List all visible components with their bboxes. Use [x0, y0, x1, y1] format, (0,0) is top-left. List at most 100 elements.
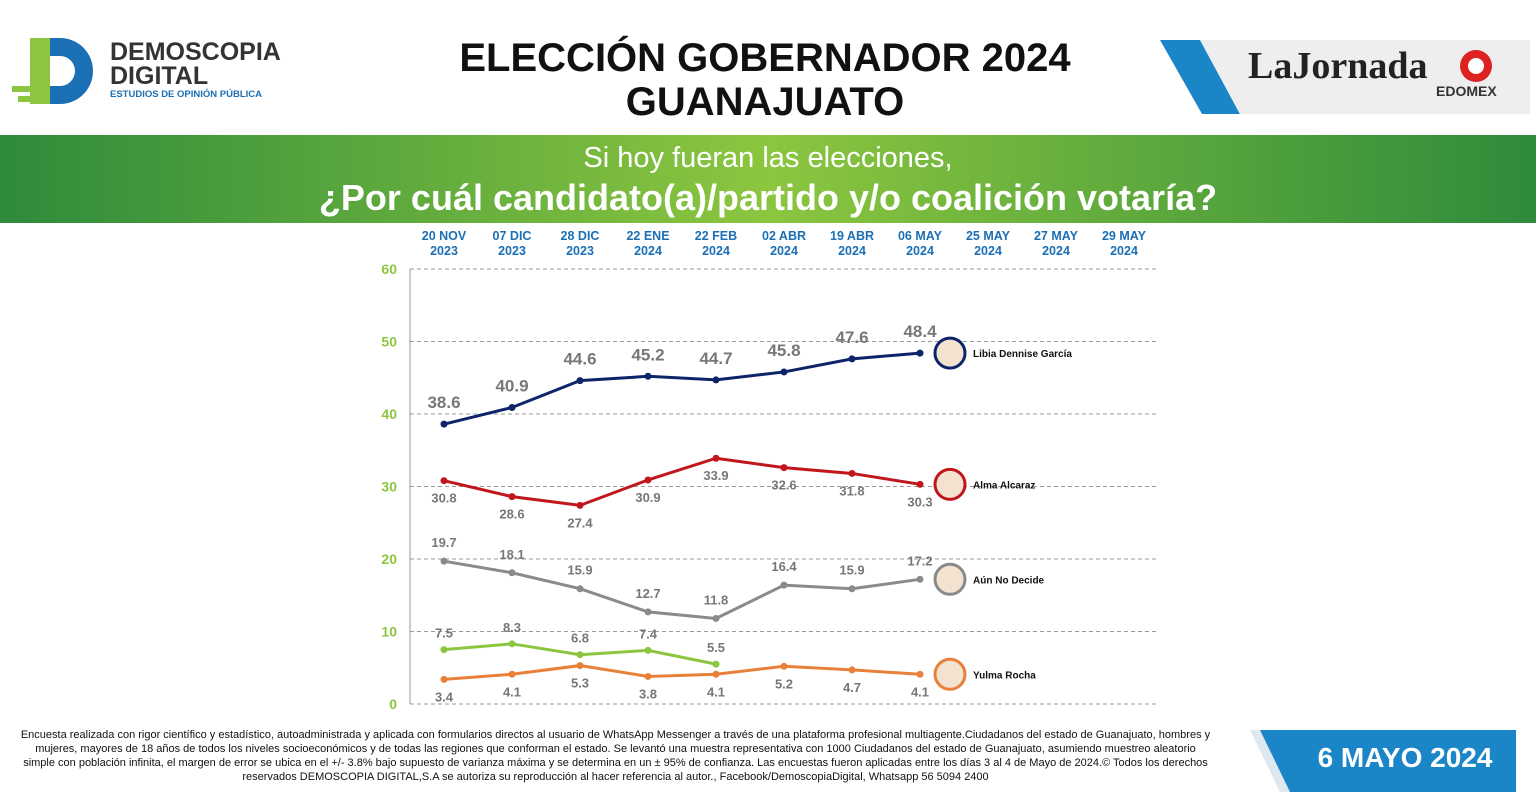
- data-label: 4.1: [911, 684, 929, 699]
- data-point: [712, 614, 720, 622]
- data-label: 31.8: [839, 483, 864, 498]
- y-tick-label: 60: [381, 261, 397, 277]
- data-point: [508, 670, 516, 678]
- data-point: [644, 372, 652, 380]
- data-point: [916, 670, 924, 678]
- data-label: 30.9: [635, 490, 660, 505]
- data-label: 33.9: [703, 468, 728, 483]
- data-point: [576, 651, 584, 659]
- data-point: [508, 493, 516, 501]
- series-line: [443, 559, 921, 620]
- x-tick-label: 07 DIC 2023: [492, 229, 532, 258]
- data-label: 17.2: [907, 553, 932, 568]
- data-label: 15.9: [567, 563, 592, 578]
- data-label: 32.6: [771, 478, 796, 493]
- data-label: 19.7: [431, 535, 456, 550]
- data-point: [780, 662, 788, 670]
- x-tick-label: 20 NOV 2023: [421, 229, 467, 258]
- data-point: [848, 355, 856, 363]
- title-line2: GUANAJUATO: [625, 80, 905, 124]
- series-line: [443, 351, 921, 426]
- data-label: 30.3: [907, 494, 932, 509]
- data-label: 3.8: [639, 686, 657, 701]
- data-label: 27.4: [567, 515, 593, 530]
- data-point: [440, 646, 448, 654]
- banner-line1: Si hoy fueran las elecciones,: [583, 142, 953, 174]
- banner-line2: ¿Por cuál candidato(a)/partido y/o coali…: [318, 177, 1218, 218]
- data-label: 4.1: [503, 684, 521, 699]
- data-label: 45.2: [631, 345, 664, 364]
- data-label: 6.8: [571, 631, 589, 646]
- series-line: [443, 664, 921, 681]
- data-point: [508, 640, 516, 648]
- data-point: [508, 569, 516, 577]
- data-point: [712, 376, 720, 384]
- data-point: [576, 501, 584, 509]
- data-label: 15.9: [839, 563, 864, 578]
- data-label: 28.6: [499, 507, 524, 522]
- data-label: 11.8: [704, 592, 729, 607]
- x-tick-label: 25 MAY 2024: [965, 229, 1010, 258]
- data-point: [576, 377, 584, 385]
- data-point: [440, 420, 448, 428]
- data-point: [576, 585, 584, 593]
- data-point: [576, 662, 584, 670]
- data-label: 5.2: [775, 676, 793, 691]
- footnote: Encuesta realizada con rigor científico …: [20, 729, 1211, 783]
- data-label: 5.5: [707, 640, 725, 655]
- data-label: 18.1: [499, 547, 524, 562]
- data-label: 7.4: [639, 626, 658, 641]
- data-point: [644, 608, 652, 616]
- data-label: 44.6: [563, 350, 596, 369]
- data-point: [848, 585, 856, 593]
- data-label: 4.7: [843, 680, 861, 695]
- data-point: [780, 464, 788, 472]
- y-tick-label: 20: [381, 551, 397, 567]
- legend-label: Yulma Rocha: [973, 670, 1036, 681]
- data-point: [848, 666, 856, 674]
- title-line1: ELECCIÓN GOBERNADOR 2024: [459, 36, 1071, 80]
- data-label: 5.3: [571, 676, 589, 691]
- logo-line1: DEMOSCOPIA: [110, 38, 281, 66]
- y-tick-label: 30: [381, 479, 397, 495]
- data-label: 44.7: [699, 349, 732, 368]
- media-name: LaJornada: [1248, 45, 1428, 87]
- logo-mark: [12, 38, 93, 104]
- date-box: [1250, 730, 1516, 792]
- x-tick-label: 22 ENE 2024: [626, 229, 670, 258]
- y-tick-label: 50: [381, 334, 397, 350]
- data-point: [780, 368, 788, 376]
- data-point: [440, 477, 448, 485]
- data-point: [916, 480, 924, 488]
- x-tick-label: 19 ABR 2024: [830, 229, 874, 258]
- x-tick-label: 22 FEB 2024: [694, 229, 738, 258]
- legend-label: Libia Dennise García: [973, 349, 1072, 360]
- logo-tagline: ESTUDIOS DE OPINIÓN PÚBLICA: [110, 89, 263, 100]
- data-label: 16.4: [771, 559, 797, 574]
- data-label: 3.4: [435, 689, 454, 704]
- data-label: 8.3: [503, 620, 521, 635]
- legend-label: Alma Alcaraz: [973, 480, 1035, 491]
- data-point: [780, 581, 788, 589]
- data-label: 47.6: [835, 328, 868, 347]
- legend-avatar: [933, 657, 967, 691]
- legend-label: Aún No Decide: [973, 575, 1045, 586]
- data-label: 12.7: [635, 586, 660, 601]
- y-tick-label: 40: [381, 406, 397, 422]
- x-tick-label: 29 MAY 2024: [1101, 229, 1146, 258]
- data-point: [712, 454, 720, 462]
- x-tick-label: 28 DIC 2023: [560, 229, 600, 258]
- data-point: [644, 672, 652, 680]
- media-box: [1160, 40, 1530, 114]
- data-point: [848, 469, 856, 477]
- x-tick-label: 27 MAY 2024: [1033, 229, 1078, 258]
- y-tick-label: 0: [389, 696, 397, 712]
- data-label: 7.5: [435, 626, 453, 641]
- legend-avatar: [933, 467, 967, 501]
- data-label: 38.6: [427, 393, 460, 412]
- data-point: [916, 349, 924, 357]
- data-point: [644, 476, 652, 484]
- legend-avatar: [933, 336, 967, 370]
- x-tick-label: 02 ABR 2024: [762, 229, 806, 258]
